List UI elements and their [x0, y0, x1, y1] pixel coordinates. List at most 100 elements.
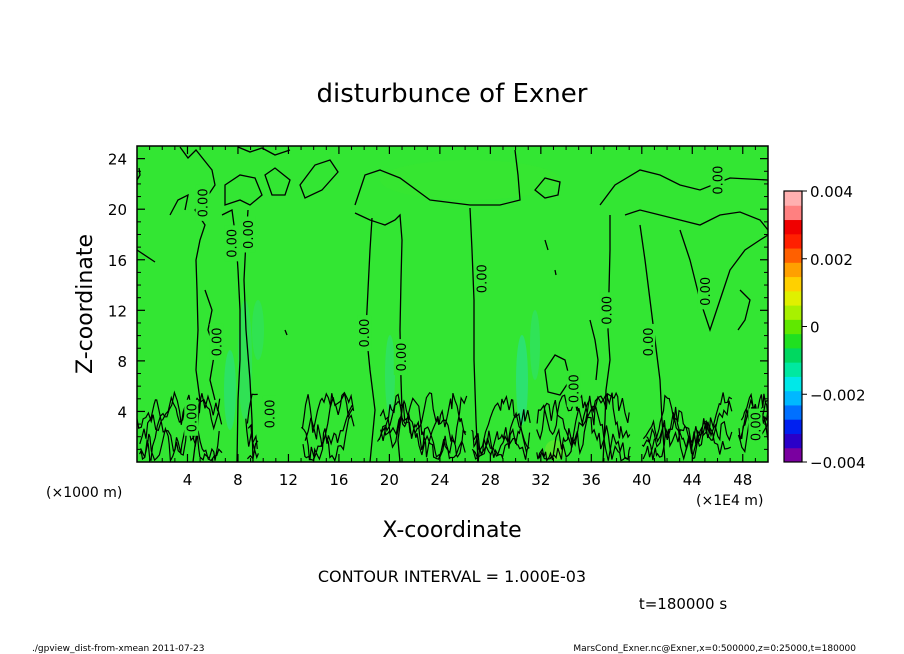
colorbar-tick-label: 0.004 — [810, 183, 853, 201]
contour-label-bg — [184, 399, 199, 436]
x-unit-right: (×1E4 m) — [696, 493, 763, 509]
x-tick-label: 40 — [632, 471, 651, 489]
field-blob — [252, 300, 264, 360]
contour-line — [544, 239, 549, 251]
colorbar-swatch — [784, 191, 802, 206]
contour-label-bg — [262, 395, 277, 432]
contour-labels: 0.00 0.00 0.00 0.00 0.00 0.00 0.00 0.00 0.00 0.00… — [184, 162, 764, 445]
contour-interval: CONTOUR INTERVAL = 1.000E-03 — [318, 567, 586, 586]
contour-label-bg — [599, 292, 614, 329]
colorbar-tick-label: −0.002 — [810, 386, 866, 404]
x-tick-label: 20 — [380, 471, 399, 489]
contour-label-bg — [697, 273, 712, 310]
y-tick-label: 4 — [117, 403, 127, 421]
contour-label: 0.00 — [226, 229, 241, 258]
chart-title: disturbunce of Exner — [317, 79, 588, 109]
contour-label: 0.00 — [211, 327, 226, 356]
x-tick-label: 48 — [733, 471, 752, 489]
y-tick-label: 12 — [108, 302, 127, 320]
colorbar-labels: 0.004 0.002 0 −0.002 −0.004 — [802, 183, 866, 472]
contour-line — [534, 177, 561, 199]
colorbar-swatch — [784, 362, 802, 377]
contour-label-bg — [474, 260, 489, 297]
colorbar-tick-label: 0.002 — [810, 251, 853, 269]
field-blob — [238, 300, 252, 420]
contour-label: 0.00 — [476, 264, 491, 293]
field-blob — [385, 335, 395, 415]
contour-line — [221, 209, 241, 463]
x-axis-label: X-coordinate — [382, 518, 521, 543]
colorbar-swatch — [784, 433, 802, 449]
x-tick-label: 8 — [233, 471, 243, 489]
contour-line — [624, 209, 769, 231]
contour-label-bg — [748, 408, 763, 445]
y-tick-label: 20 — [108, 201, 127, 219]
contour-line — [737, 289, 751, 331]
x-tick-label: 44 — [683, 471, 702, 489]
colorbar-swatch — [784, 305, 802, 320]
time-label: t=180000 s — [639, 595, 727, 613]
contour-label: 0.00 — [568, 374, 583, 403]
contour-line — [554, 269, 557, 276]
contour-line — [169, 193, 189, 216]
colorbar-swatch — [784, 347, 802, 363]
contour-label: 0.00 — [197, 188, 212, 217]
contour-line — [299, 159, 339, 199]
x-axis: 4 8 12 16 20 24 28 32 36 40 44 48 — [149, 146, 756, 489]
footer-right: MarsCond_Exner.nc@Exner,x=0:500000,z=0:2… — [573, 644, 856, 654]
x-tick-label: 4 — [183, 471, 193, 489]
colorbar-tick-label: −0.004 — [810, 454, 866, 472]
colorbar-swatch — [784, 333, 802, 349]
x-tick-label: 12 — [279, 471, 298, 489]
colorbar-swatch — [784, 319, 802, 335]
field-blob — [516, 335, 528, 425]
contour-label-bg — [641, 323, 656, 360]
contour-label: 0.00 — [642, 327, 657, 356]
colorbar-swatch — [784, 219, 802, 235]
colorbar-swatch — [784, 404, 802, 420]
contour-label-bg — [357, 315, 372, 352]
contour-line — [589, 319, 599, 381]
contour-label: 0.00 — [358, 319, 373, 348]
x-tick-label: 36 — [582, 471, 601, 489]
contour-line — [602, 215, 611, 463]
colorbar — [783, 190, 803, 463]
footer-left: ./gpview_dist-from-xmean 2011-07-23 — [32, 644, 204, 654]
y-axis-label: Z-coordinate — [73, 234, 98, 374]
contour-line — [136, 167, 141, 181]
contour-line — [179, 146, 216, 463]
colorbar-swatch — [784, 205, 802, 221]
x-tick-label: 16 — [329, 471, 348, 489]
x-unit-left: (×1000 m) — [46, 485, 122, 501]
contour-line — [284, 329, 288, 336]
colorbar-tick-label: 0 — [810, 319, 820, 337]
x-tick-label: 32 — [531, 471, 550, 489]
y-tick-label: 8 — [117, 353, 127, 371]
contour-line — [599, 169, 769, 206]
field-variations — [224, 160, 565, 460]
contour-label-bg — [393, 339, 408, 376]
colorbar-swatch — [784, 233, 802, 249]
contour-label: 0.00 — [264, 399, 279, 428]
colorbar-swatch — [784, 376, 802, 392]
colorbar-swatch — [784, 262, 802, 278]
field-blob — [530, 310, 540, 380]
contour-label: 0.00 — [699, 277, 714, 306]
contour-label-bg — [209, 323, 224, 360]
contour-label-bg — [710, 162, 725, 199]
contour-label: 0.00 — [712, 166, 727, 195]
contour-label-bg — [241, 216, 256, 253]
contour-line — [136, 249, 156, 263]
field-blob — [380, 160, 560, 200]
contour-label-bg — [224, 225, 239, 262]
y-axis: 4 8 12 16 20 24 — [108, 151, 768, 450]
colorbar-swatch — [784, 419, 802, 434]
colorbar-swatch — [784, 390, 802, 406]
contour-line — [354, 149, 521, 206]
colorbar-swatch — [784, 248, 802, 263]
contour-label: 0.00 — [395, 343, 410, 372]
contour-label-bg — [566, 370, 581, 407]
x-tick-label: 24 — [430, 471, 449, 489]
contour-line — [679, 229, 769, 333]
